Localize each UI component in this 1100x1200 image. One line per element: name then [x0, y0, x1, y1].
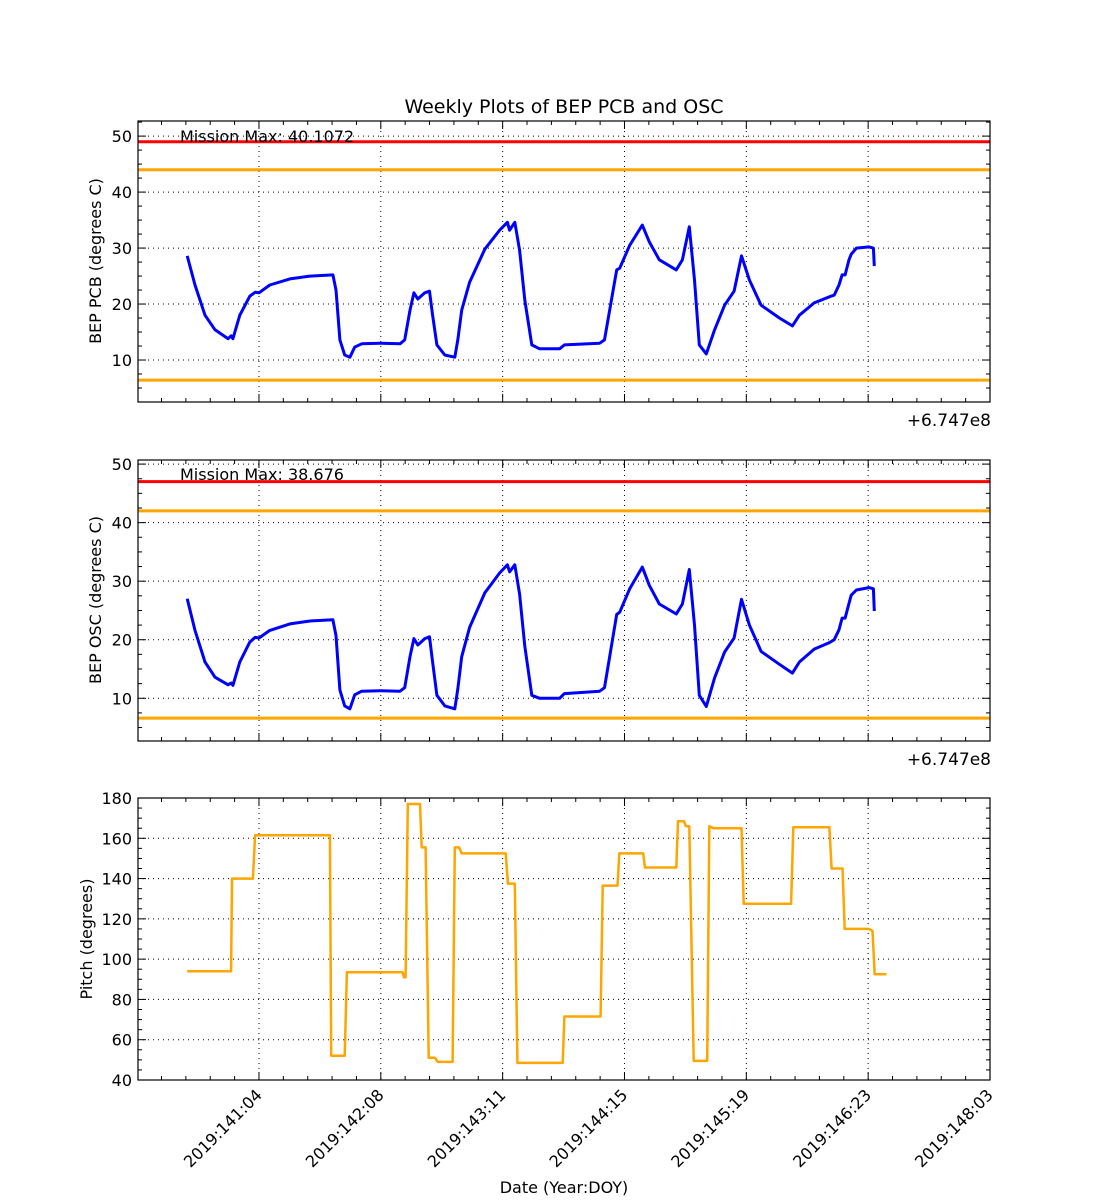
- y-axis-label: Pitch (degrees): [77, 879, 96, 1000]
- x-tick-label: 2019:144:15: [545, 1085, 631, 1171]
- y-tick-label: 50: [112, 127, 132, 146]
- y-tick-label: 30: [112, 239, 132, 258]
- y-tick-label: 100: [101, 950, 132, 969]
- axes-frame: [137, 459, 991, 742]
- x-axis-label: Date (Year:DOY): [500, 1178, 629, 1197]
- x-offset-label: +6.747e8: [907, 750, 991, 770]
- y-tick-label: 180: [101, 789, 132, 808]
- y-tick-label: 40: [112, 1071, 132, 1090]
- limit-lines: [138, 480, 990, 720]
- y-tick-label: 40: [112, 514, 132, 533]
- y-tick-labels: 40 60 80 100 120 140 160 180: [101, 789, 132, 1090]
- limit-lines: [138, 140, 990, 382]
- x-offset-label: +6.747e8: [907, 411, 991, 431]
- x-tick-label: 2019:142:08: [302, 1085, 388, 1171]
- series-lines: [187, 802, 887, 1065]
- series-line-bep-osc: [185, 563, 876, 711]
- series-line-pitch: [187, 802, 887, 1065]
- y-tick-label: 50: [112, 455, 132, 474]
- y-tick-label: 80: [112, 990, 132, 1009]
- y-tick-label: 40: [112, 183, 132, 202]
- y-tick-label: 120: [101, 910, 132, 929]
- series-lines: [185, 220, 876, 359]
- mission-max-annotation: Mission Max: 38.676: [180, 465, 344, 484]
- y-tick-label: 30: [112, 572, 132, 591]
- axes-border: [137, 459, 991, 742]
- series-line-bep-pcb: [185, 220, 876, 359]
- axes-border: [137, 120, 991, 403]
- x-tick-label: 2019:146:23: [789, 1085, 875, 1171]
- y-tick-label: 20: [112, 295, 132, 314]
- y-tick-label: 20: [112, 631, 132, 650]
- y-tick-label: 140: [101, 870, 132, 889]
- y-tick-label: 10: [112, 689, 132, 708]
- panel-bep-osc: 10 20 30 40 50 Mission Max: 38.676 BEP OSC (…: [86, 455, 991, 770]
- y-axis-label: BEP PCB (degrees C): [86, 178, 105, 344]
- y-axis-label: BEP OSC (degrees C): [86, 516, 105, 684]
- y-tick-labels: 10 20 30 40 50: [112, 127, 132, 370]
- axes-frame: [137, 797, 991, 1081]
- x-tick-label: 2019:145:19: [667, 1085, 753, 1171]
- x-tick-label: 2019:143:11: [424, 1085, 510, 1171]
- chart-title: Weekly Plots of BEP PCB and OSC: [404, 96, 723, 118]
- axes-frame: [137, 120, 991, 403]
- y-tick-label: 160: [101, 829, 132, 848]
- panel-bep-pcb: 10 20 30 40 50 Mission Max: 40.1072 BEP PCB …: [86, 120, 991, 431]
- x-tick-label: 2019:141:04: [180, 1085, 266, 1171]
- axes-border: [137, 797, 991, 1081]
- grid-lines: [138, 460, 990, 741]
- series-lines: [185, 563, 876, 711]
- y-tick-label: 60: [112, 1031, 132, 1050]
- mission-max-annotation: Mission Max: 40.1072: [180, 127, 354, 146]
- x-tick-labels: 2019:141:04 2019:142:08 2019:143:11 2019:14…: [180, 1085, 997, 1171]
- x-tick-label: 2019:148:03: [911, 1085, 997, 1171]
- grid-lines: [138, 121, 990, 402]
- y-tick-labels: 10 20 30 40 50: [112, 455, 132, 708]
- y-tick-label: 10: [112, 351, 132, 370]
